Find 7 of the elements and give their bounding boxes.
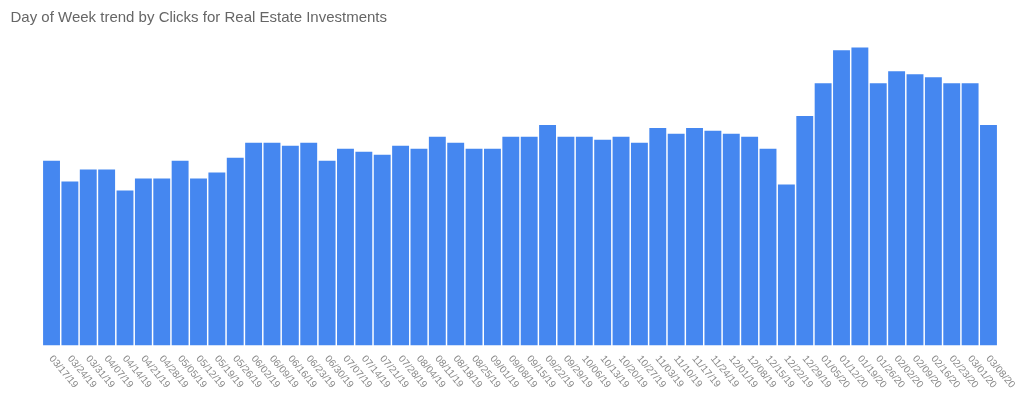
bar [612, 136, 630, 346]
bar [263, 142, 281, 346]
bar [410, 148, 428, 346]
bar [759, 148, 777, 346]
bar [116, 190, 134, 346]
bar [906, 74, 924, 346]
chart-title: Day of Week trend by Clicks for Real Estate Investments [10, 7, 388, 25]
